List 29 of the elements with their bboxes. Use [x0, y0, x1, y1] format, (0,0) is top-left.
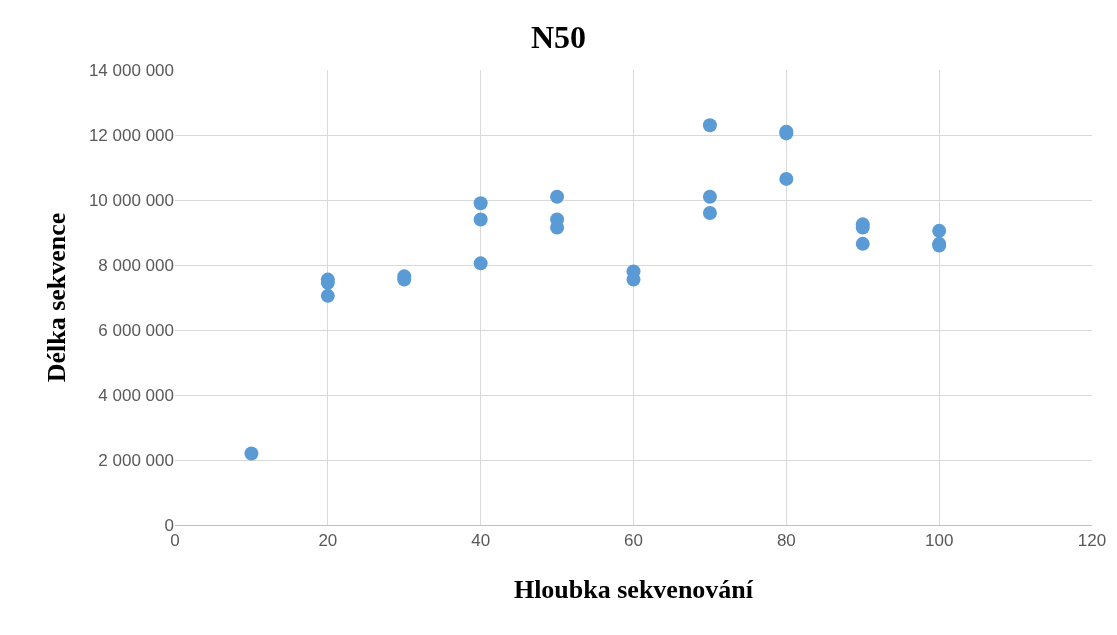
- y-axis-title: Délka sekvence: [42, 212, 72, 383]
- x-tick-label: 60: [624, 531, 643, 551]
- y-tick-label: 4 000 000: [98, 385, 174, 405]
- point: [702, 206, 717, 220]
- y-tick-label: 14 000 000: [88, 60, 174, 80]
- point: [473, 256, 488, 271]
- y-tick-label: 0: [164, 515, 174, 535]
- point: [932, 223, 947, 238]
- point: [244, 446, 259, 461]
- point: [702, 189, 717, 204]
- point: [473, 196, 488, 211]
- x-tick-label: 20: [318, 531, 338, 551]
- point: [320, 288, 335, 303]
- x-axis-title: Hloubka sekvenování: [513, 575, 754, 605]
- point: [550, 189, 565, 204]
- y-tick-label: 6 000 000: [98, 320, 174, 340]
- point: [702, 118, 717, 133]
- x-tick-label: 100: [924, 531, 954, 551]
- point: [855, 236, 870, 251]
- point: [779, 171, 794, 186]
- x-tick-label: 80: [776, 531, 796, 551]
- x-tick-label: 40: [471, 531, 491, 551]
- x-tick-label: 120: [1077, 531, 1107, 551]
- y-tick-label: 8 000 000: [98, 255, 174, 275]
- y-tick-label: 12 000 000: [88, 125, 174, 145]
- y-tick-label: 2 000 000: [98, 450, 174, 470]
- point: [473, 212, 488, 227]
- chart-title: N50: [530, 18, 587, 55]
- y-tick-label: 10 000 000: [88, 190, 174, 210]
